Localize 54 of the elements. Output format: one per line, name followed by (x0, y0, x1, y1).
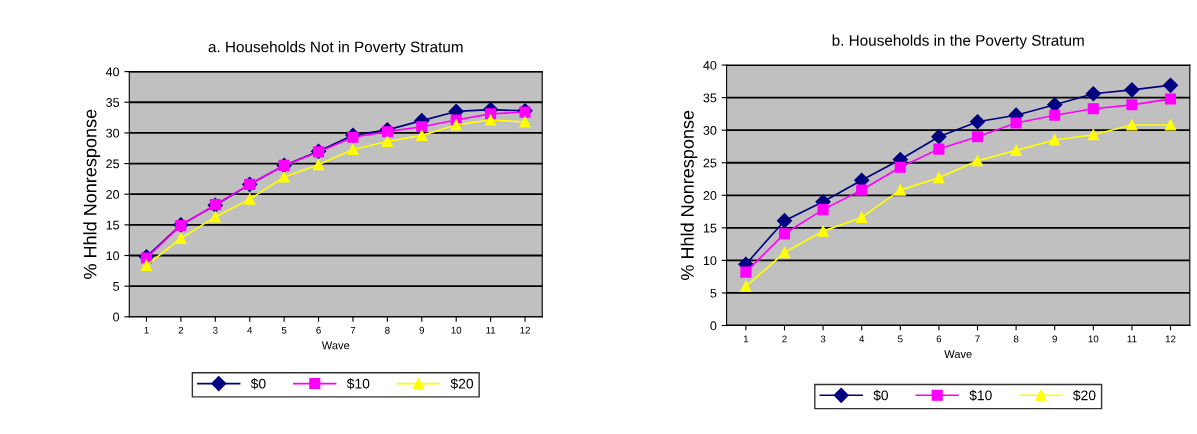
y-tick-label: 30 (703, 126, 717, 135)
x-tick-label: 5 (281, 326, 287, 334)
x-tick-label: 3 (212, 326, 218, 334)
legend-label: $20 (1073, 389, 1096, 402)
x-tick-label: 9 (419, 326, 425, 334)
x-tick-label: 12 (520, 326, 530, 334)
x-tick-label: 4 (859, 335, 865, 343)
y-tick-label: 10 (703, 256, 717, 266)
x-tick-label: 4 (247, 326, 253, 334)
chart-title: b. Households in the Poverty Stratum (832, 34, 1084, 49)
x-tick-label: 7 (975, 335, 980, 343)
y-tick-label: 35 (106, 98, 120, 107)
y-tick-label: 5 (113, 282, 120, 291)
x-tick-label: 10 (451, 326, 462, 334)
x-tick-label: 3 (820, 335, 826, 343)
y-axis-title: % Hhld Nonresponse (83, 109, 101, 279)
x-tick-label: 1 (144, 326, 149, 334)
x-axis-title: Wave (944, 350, 972, 358)
chart-title: a. Households Not in Poverty Stratum (208, 41, 463, 56)
y-tick-label: 5 (710, 288, 717, 298)
y-tick-label: 40 (105, 67, 120, 77)
x-axis-title: Wave (321, 341, 350, 350)
x-tick-label: 6 (316, 326, 321, 334)
x-tick-label: 8 (385, 326, 390, 334)
y-axis-title: % Hhld Nonresponse (680, 110, 698, 280)
y-tick-label: 40 (703, 60, 717, 70)
y-tick-label: 10 (106, 251, 120, 261)
x-tick-label: 11 (1127, 335, 1137, 343)
x-tick-label: 12 (1165, 335, 1176, 343)
y-tick-label: 25 (106, 159, 120, 169)
y-tick-label: 15 (703, 223, 717, 233)
y-tick-label: 20 (106, 190, 120, 199)
legend-label: $0 (873, 389, 889, 402)
y-tick-label: 0 (113, 312, 120, 322)
x-tick-label: 7 (350, 326, 356, 334)
x-tick-label: 9 (1052, 335, 1057, 343)
legend-label: $10 (346, 378, 370, 390)
y-tick-label: 0 (710, 321, 717, 331)
x-tick-label: 2 (782, 335, 787, 343)
legend-label: $10 (969, 389, 992, 402)
y-tick-label: 25 (703, 158, 717, 168)
x-tick-label: 11 (486, 326, 496, 334)
x-tick-label: 2 (178, 326, 184, 334)
x-tick-label: 5 (897, 335, 903, 343)
x-tick-label: 10 (1088, 335, 1099, 343)
y-tick-label: 20 (703, 191, 717, 200)
y-tick-label: 15 (106, 220, 120, 230)
legend-label: $20 (450, 378, 474, 390)
y-tick-label: 30 (106, 128, 120, 138)
y-tick-label: 35 (703, 93, 717, 103)
x-tick-label: 1 (743, 335, 749, 343)
x-tick-label: 8 (1013, 335, 1019, 343)
legend-label: $0 (250, 378, 266, 390)
x-tick-label: 6 (936, 335, 942, 343)
